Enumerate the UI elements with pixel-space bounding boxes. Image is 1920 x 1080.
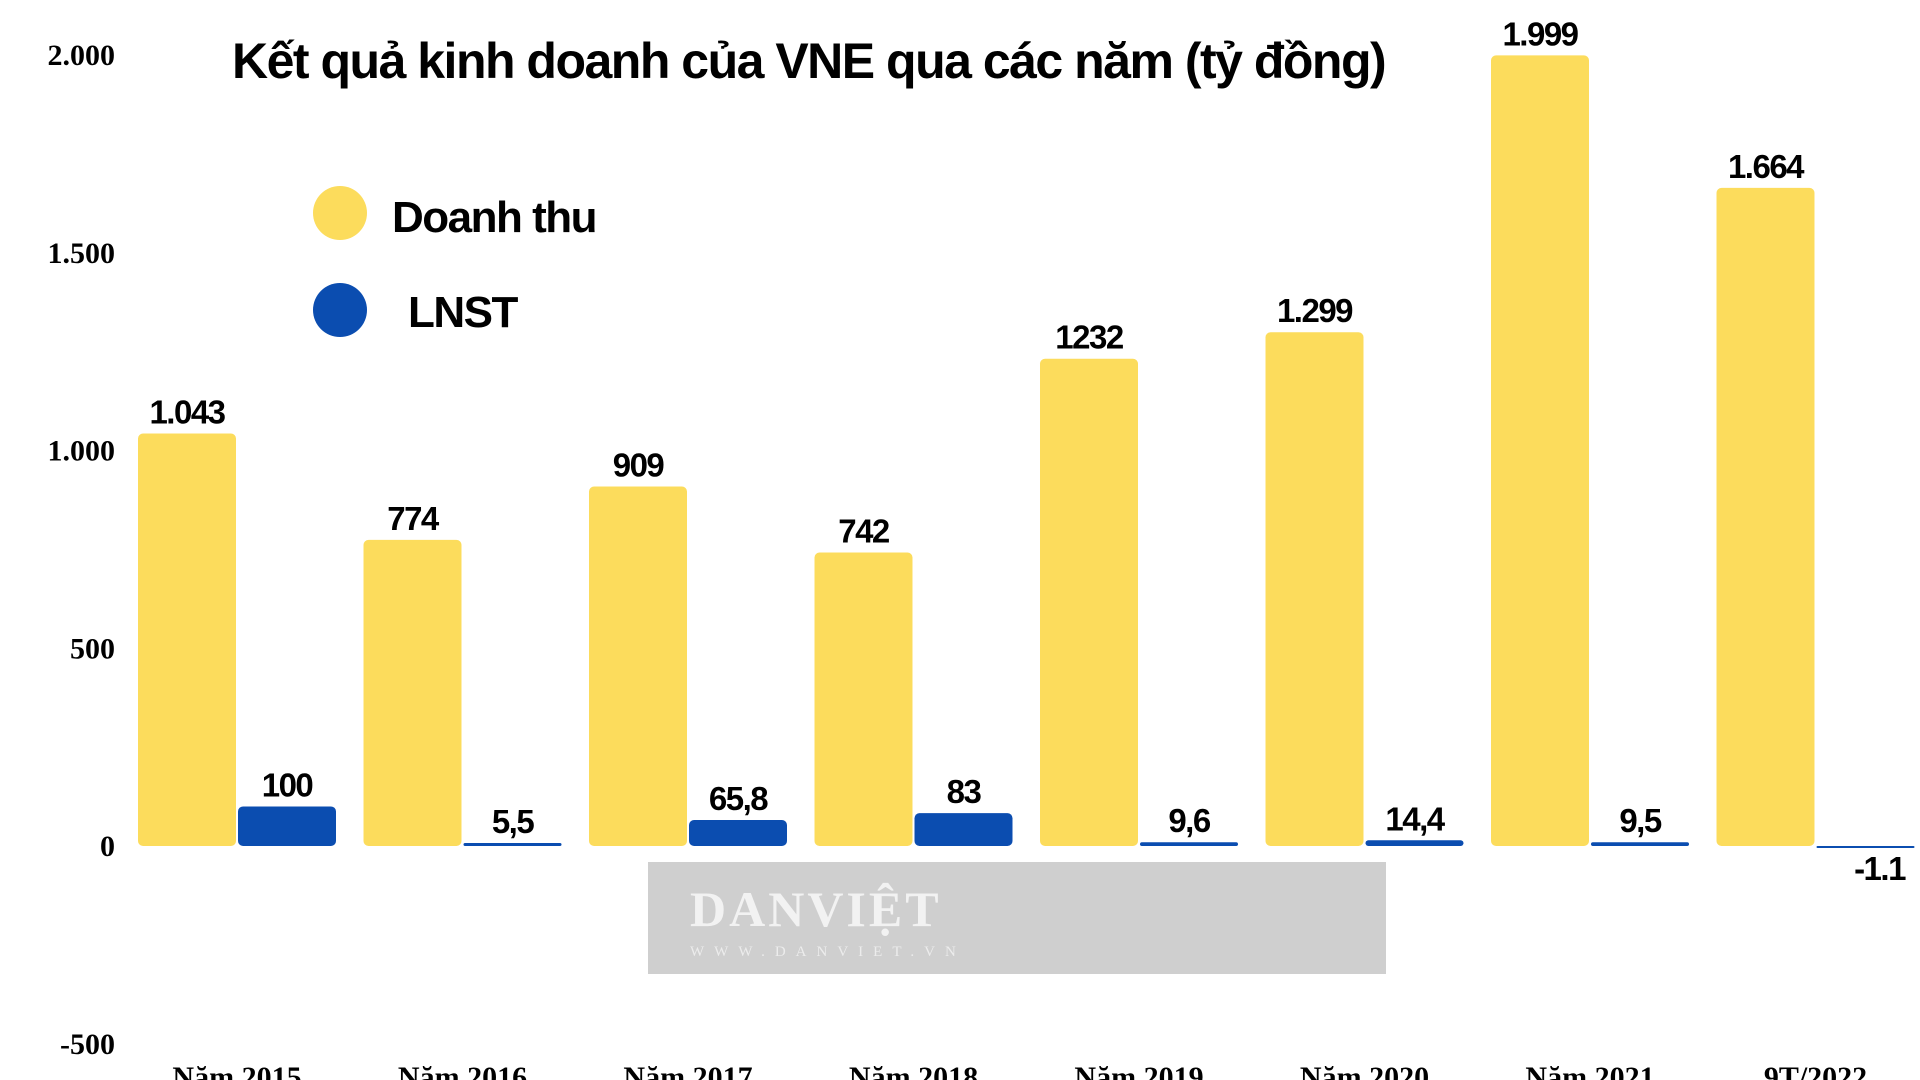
- x-axis: Năm 2015 Năm 2016 Năm 2017 Năm 2018 Năm 2019…: [172, 1061, 1867, 1080]
- x-category-label: Năm 2018: [849, 1061, 978, 1080]
- bar-doanh-thu: [1040, 358, 1138, 846]
- x-category-label: Năm 2016: [398, 1061, 527, 1080]
- data-label: 9,6: [1168, 802, 1211, 839]
- data-label: 1.043: [149, 393, 225, 430]
- watermark-box: [648, 862, 1386, 974]
- data-label: 1232: [1055, 319, 1124, 356]
- bar-doanh-thu: [1265, 332, 1364, 847]
- bar-lnst: [463, 843, 562, 846]
- watermark-brand: DANVIỆT: [690, 881, 942, 937]
- legend-label-lnst: LNST: [408, 288, 519, 337]
- bar-lnst: [238, 806, 336, 846]
- y-tick-label: 1.500: [48, 237, 116, 270]
- x-category-label: Năm 2015: [172, 1061, 301, 1080]
- data-label: 774: [387, 500, 440, 537]
- y-tick-label: 1.000: [48, 435, 116, 468]
- y-tick-label: 0: [100, 830, 115, 863]
- x-category-label: 9T/2022: [1764, 1061, 1867, 1080]
- bar-lnst: [689, 819, 787, 846]
- data-label: 65,8: [709, 780, 768, 817]
- bar-doanh-thu: [363, 539, 462, 846]
- x-category-label: Năm 2020: [1300, 1061, 1429, 1080]
- bar-lnst: [914, 813, 1013, 846]
- bar-doanh-thu: [589, 486, 687, 846]
- data-label: 9,5: [1619, 802, 1662, 839]
- y-tick-label: 2.000: [48, 39, 116, 72]
- watermark-url: WWW.DANVIET.VN: [690, 944, 966, 960]
- bar-lnst: [1591, 842, 1689, 846]
- data-label: 909: [613, 446, 665, 483]
- bar-doanh-thu: [1716, 187, 1815, 846]
- legend: Doanh thu LNST: [313, 186, 598, 337]
- data-label: 14,4: [1385, 800, 1445, 837]
- data-label: -1.1: [1854, 850, 1906, 887]
- y-axis: 2.000 1.500 1.000 500 0 -500: [48, 39, 116, 1061]
- x-category-label: Năm 2019: [1074, 1061, 1203, 1080]
- data-label: 100: [262, 766, 313, 803]
- bar-lnst: [1816, 846, 1915, 848]
- data-labels: 1.043 100 774 5,5 909 65,8 742 83 1232 9,6 1.299 14…: [149, 15, 1907, 887]
- legend-swatch-lnst: [313, 283, 367, 337]
- data-label: 742: [838, 513, 890, 550]
- bars: [138, 55, 1915, 848]
- bar-doanh-thu: [1491, 55, 1589, 846]
- bar-lnst: [1365, 840, 1464, 846]
- bar-doanh-thu: [138, 433, 236, 846]
- data-label: 1.999: [1502, 15, 1578, 52]
- bar-lnst: [1140, 842, 1238, 846]
- data-label: 1.664: [1728, 148, 1805, 185]
- x-category-label: Năm 2017: [623, 1061, 752, 1080]
- data-label: 83: [947, 773, 982, 810]
- y-tick-label: -500: [60, 1028, 115, 1061]
- data-label: 5,5: [492, 803, 535, 840]
- chart-title: Kết quả kinh doanh của VNE qua các năm (…: [232, 33, 1385, 89]
- data-label: 1.299: [1277, 292, 1353, 329]
- legend-label-doanh-thu: Doanh thu: [392, 193, 596, 242]
- y-tick-label: 500: [70, 632, 115, 665]
- x-category-label: Năm 2021: [1525, 1061, 1654, 1080]
- bar-doanh-thu: [814, 552, 913, 846]
- legend-swatch-doanh-thu: [313, 186, 367, 240]
- watermark: DANVIỆT WWW.DANVIET.VN: [648, 862, 1386, 974]
